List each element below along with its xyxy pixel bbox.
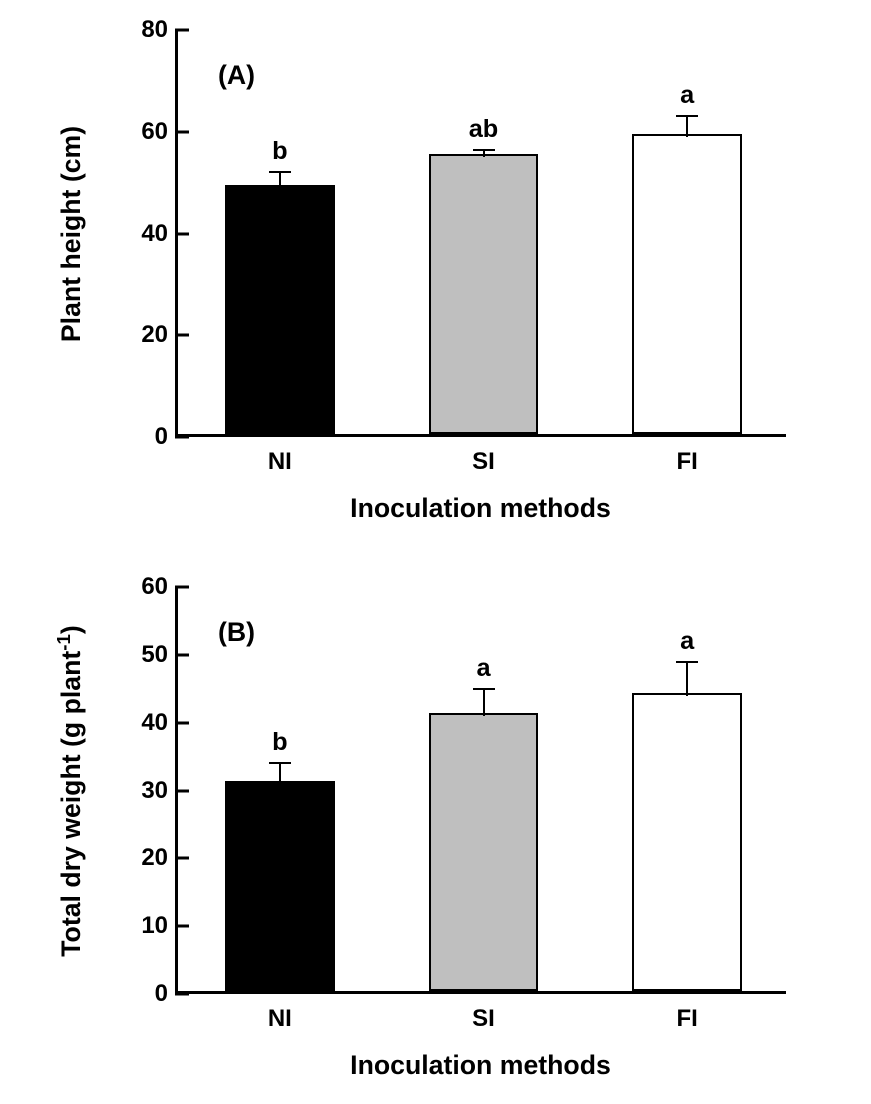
y-tick-label: 20: [141, 321, 178, 349]
error-cap: [676, 115, 698, 117]
sig-label: b: [272, 137, 287, 166]
x-tick-label: FI: [676, 991, 697, 1033]
sig-label: b: [272, 728, 287, 757]
y-tick-label: 80: [141, 16, 178, 44]
error-cap: [676, 661, 698, 663]
panel-A-plot: 020406080NIbSIabFIa(A): [175, 30, 786, 437]
error-bar: [686, 662, 688, 696]
bar-NI: [225, 781, 335, 991]
y-axis-label: Total dry weight (g plant-1): [53, 625, 87, 957]
y-tick-label: 60: [141, 573, 178, 601]
bar-SI: [429, 154, 539, 434]
error-cap: [269, 762, 291, 764]
x-tick-label: NI: [268, 434, 292, 476]
y-tick-label: 50: [141, 641, 178, 669]
error-bar: [279, 172, 281, 187]
sig-label: a: [476, 654, 490, 683]
error-bar: [686, 116, 688, 136]
panel-tag: (B): [218, 617, 255, 648]
x-axis-label: Inoculation methods: [350, 1050, 611, 1081]
x-tick-label: FI: [676, 434, 697, 476]
bar-SI: [429, 713, 539, 991]
bar-NI: [225, 185, 335, 434]
panel-B-plot: 0102030405060NIbSIaFIa(B): [175, 587, 786, 994]
x-axis-label: Inoculation methods: [350, 493, 611, 524]
x-tick-label: NI: [268, 991, 292, 1033]
error-cap: [269, 171, 291, 173]
bar-FI: [632, 134, 742, 434]
error-bar: [279, 763, 281, 783]
y-tick-label: 0: [155, 980, 178, 1008]
error-bar: [483, 689, 485, 716]
error-cap: [473, 149, 495, 151]
y-axis-label: Plant height (cm): [56, 125, 87, 341]
sig-label: a: [680, 627, 694, 656]
error-cap: [473, 688, 495, 690]
sig-label: ab: [469, 115, 499, 144]
y-tick-label: 10: [141, 912, 178, 940]
y-tick-label: 60: [141, 118, 178, 146]
panel-tag: (A): [218, 60, 255, 91]
figure: 020406080NIbSIabFIa(A)Plant height (cm)I…: [0, 0, 871, 1104]
y-tick-label: 0: [155, 423, 178, 451]
error-bar: [483, 150, 485, 158]
y-tick-label: 40: [141, 220, 178, 248]
y-tick-label: 30: [141, 777, 178, 805]
x-tick-label: SI: [472, 434, 495, 476]
y-tick-label: 20: [141, 844, 178, 872]
x-tick-label: SI: [472, 991, 495, 1033]
bar-FI: [632, 693, 742, 991]
y-tick-label: 40: [141, 709, 178, 737]
sig-label: a: [680, 81, 694, 110]
